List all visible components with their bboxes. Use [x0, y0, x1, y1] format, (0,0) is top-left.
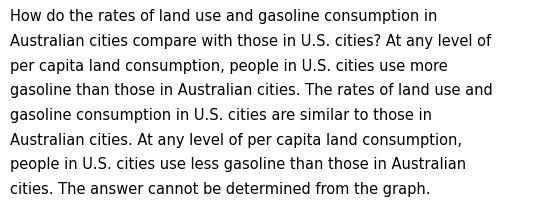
Text: gasoline consumption in U.S. cities are similar to those in: gasoline consumption in U.S. cities are … — [10, 108, 432, 123]
Text: cities. The answer cannot be determined from the graph.: cities. The answer cannot be determined … — [10, 182, 431, 197]
Text: Australian cities. At any level of per capita land consumption,: Australian cities. At any level of per c… — [10, 133, 462, 148]
Text: people in U.S. cities use less gasoline than those in Australian: people in U.S. cities use less gasoline … — [10, 157, 466, 172]
Text: How do the rates of land use and gasoline consumption in: How do the rates of land use and gasolin… — [10, 9, 437, 24]
Text: Australian cities compare with those in U.S. cities? At any level of: Australian cities compare with those in … — [10, 34, 491, 49]
Text: per capita land consumption, people in U.S. cities use more: per capita land consumption, people in U… — [10, 59, 448, 74]
Text: gasoline than those in Australian cities. The rates of land use and: gasoline than those in Australian cities… — [10, 83, 493, 98]
